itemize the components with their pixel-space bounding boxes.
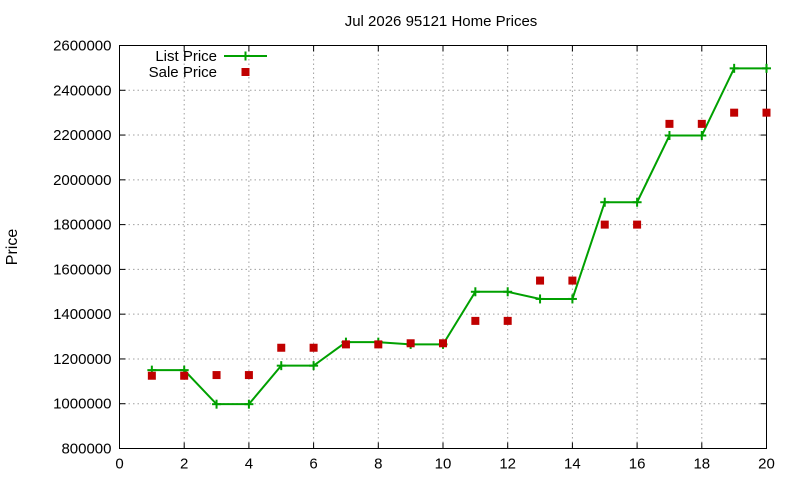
list-price-point [503,287,513,297]
list-price-point [762,63,771,73]
list-price-point [244,399,254,409]
y-tick-label: 2400000 [53,82,111,99]
list-price-point [632,197,642,207]
legend-marker [241,51,250,61]
axis-ticks: 0 2 4 6 8 10 12 14 16 18 20 800000 1000000 1200000 140… [53,38,775,473]
list-price-point [276,361,286,371]
sale-price-point [762,108,771,117]
x-tick-label: 12 [499,456,516,473]
x-tick-label: 16 [629,456,646,473]
sale-price-point [633,220,642,229]
chart-title: Jul 2026 95121 Home Prices [345,13,538,30]
x-tick-label: 10 [435,456,452,473]
sale-price-point [147,371,156,380]
sale-price-point [568,276,577,285]
legend-item-list-price: List Price [155,48,267,65]
sale-price-point [374,340,383,349]
legend-item-sale-price: Sale Price [149,64,250,81]
x-tick-label: 2 [180,456,188,473]
sale-price-point [309,343,318,352]
x-tick-label: 14 [564,456,581,473]
legend-label: Sale Price [149,64,217,81]
list-price-point [664,131,674,141]
list-price-point [600,197,610,207]
sale-price-point [471,316,480,325]
sale-price-point [503,316,512,325]
list-price-point [567,294,577,304]
sale-price-point [212,371,221,380]
y-tick-label: 1600000 [53,261,111,278]
x-tick-label: 6 [309,456,317,473]
legend-label: List Price [155,48,217,65]
sale-price-point [341,340,350,349]
x-tick-label: 18 [693,456,710,473]
x-tick-label: 20 [758,456,775,473]
sale-price-point [697,119,706,128]
x-tick-label: 8 [374,456,382,473]
plot-frame [119,45,767,449]
sale-price-point [730,108,739,117]
list-price-line [151,67,767,406]
legend-marker [241,68,250,76]
sale-price-point [180,371,189,380]
y-tick-label: 1400000 [53,306,111,323]
list-price-series [147,63,771,409]
x-tick-label: 4 [245,456,253,473]
data-series [147,63,771,409]
list-price-point [697,131,707,141]
sale-price-point [439,339,447,348]
sale-price-point [665,119,674,128]
sale-price-point [244,371,253,380]
y-tick-label: 1000000 [53,396,111,413]
list-price-point [309,361,319,371]
list-price-point [470,287,480,297]
y-tick-label: 2200000 [53,127,111,144]
sale-price-series [147,108,771,380]
y-tick-label: 1800000 [53,217,111,234]
y-tick-label: 1200000 [53,351,111,368]
sale-price-point [406,339,415,348]
sale-price-point [277,343,286,352]
list-price-point [535,294,545,304]
gridlines [119,45,767,449]
x-tick-label: 0 [115,456,123,473]
y-axis-label: Price [4,229,21,266]
y-tick-label: 800000 [61,441,111,458]
y-tick-label: 2000000 [53,172,111,189]
list-price-point [212,399,222,409]
y-tick-label: 2600000 [53,38,111,55]
sale-price-point [600,220,609,229]
list-price-point [729,63,739,73]
sale-price-point [536,276,545,285]
